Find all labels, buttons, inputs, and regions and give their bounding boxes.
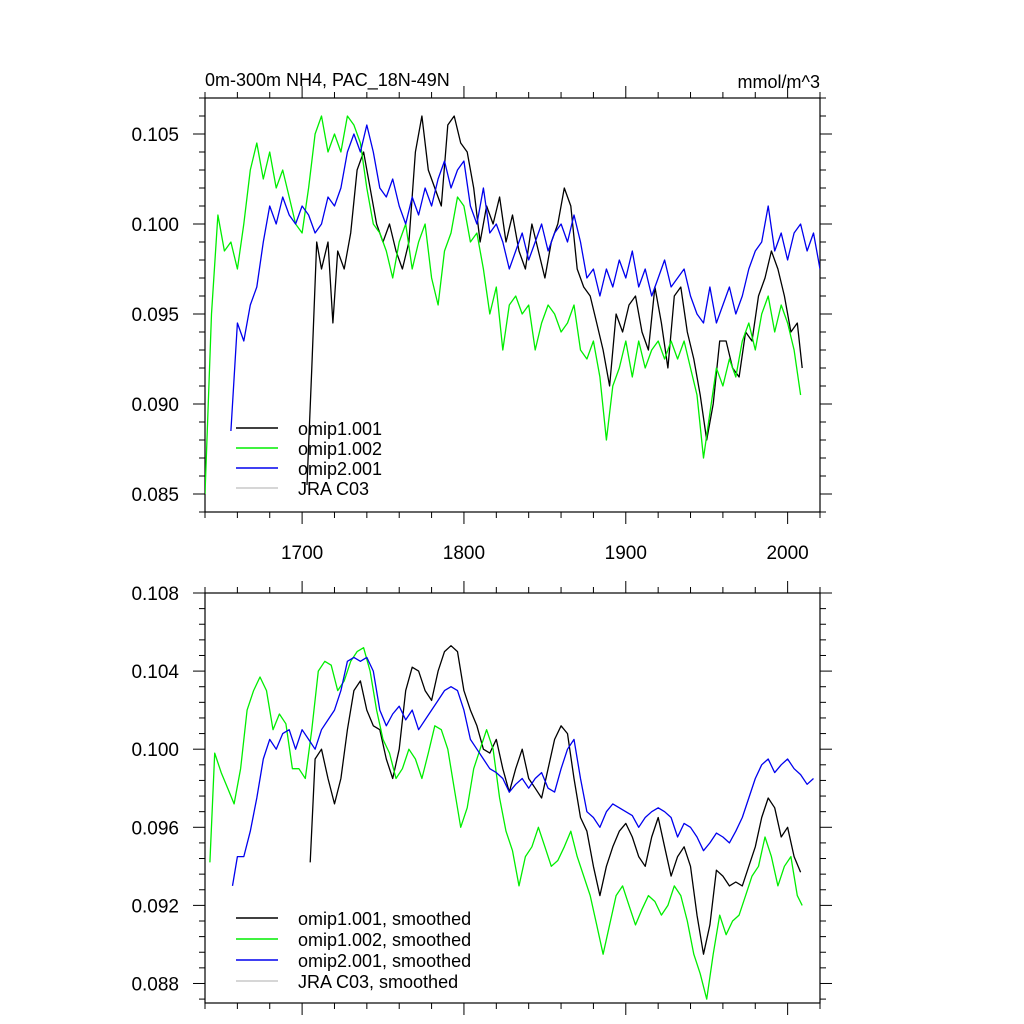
legend-label: omip2.001 <box>298 459 382 479</box>
legend-label: omip1.001 <box>298 419 382 439</box>
series-line-omip1-002-smoothed <box>209 647 803 1000</box>
x-tick-label: 1700 <box>281 543 323 564</box>
y-tick-label: 0.108 <box>131 584 179 605</box>
y-tick-label: 0.105 <box>131 125 179 146</box>
y-tick-label: 0.090 <box>131 395 179 416</box>
chart-title: 0m-300m NH4, PAC_18N-49N <box>205 70 450 91</box>
legend-label: omip1.001, smoothed <box>298 909 471 929</box>
y-tick-label: 0.095 <box>131 305 179 326</box>
y-tick-label: 0.085 <box>131 485 179 506</box>
y-tick-label: 0.092 <box>131 896 179 917</box>
plot-frame <box>204 592 821 1004</box>
y-tick-label: 0.096 <box>131 818 179 839</box>
legend-label: omip1.002 <box>298 439 382 459</box>
x-tick-label: 1800 <box>443 543 485 564</box>
units-label: mmol/m^3 <box>738 72 820 92</box>
y-tick-label: 0.104 <box>131 662 179 683</box>
series-line-omip2-001 <box>230 124 820 432</box>
legend-label: omip1.002, smoothed <box>298 930 471 950</box>
x-tick-label: 2000 <box>766 543 808 564</box>
series-line-omip2-001-smoothed <box>231 656 814 887</box>
bottom-panel: 0.088 0.092 0.096 0.100 0.104 0.108 omip1.001,… <box>131 581 832 1015</box>
legend-label: omip2.001, smoothed <box>298 951 471 971</box>
series-line-omip1-001-smoothed <box>309 645 802 955</box>
y-tick-label: 0.100 <box>131 740 179 761</box>
x-tick-label: 1900 <box>605 543 647 564</box>
y-tick-label: 0.100 <box>131 215 179 236</box>
y-tick-label: 0.088 <box>131 974 179 995</box>
legend-label: JRA C03 <box>298 479 369 499</box>
series-line-omip1-002 <box>205 115 802 495</box>
top-panel: 1700 1800 1900 2000 0.085 0.090 0.095 0.100 0.10… <box>131 70 832 564</box>
legend-label: JRA C03, smoothed <box>298 972 458 992</box>
plot-frame <box>204 97 821 513</box>
